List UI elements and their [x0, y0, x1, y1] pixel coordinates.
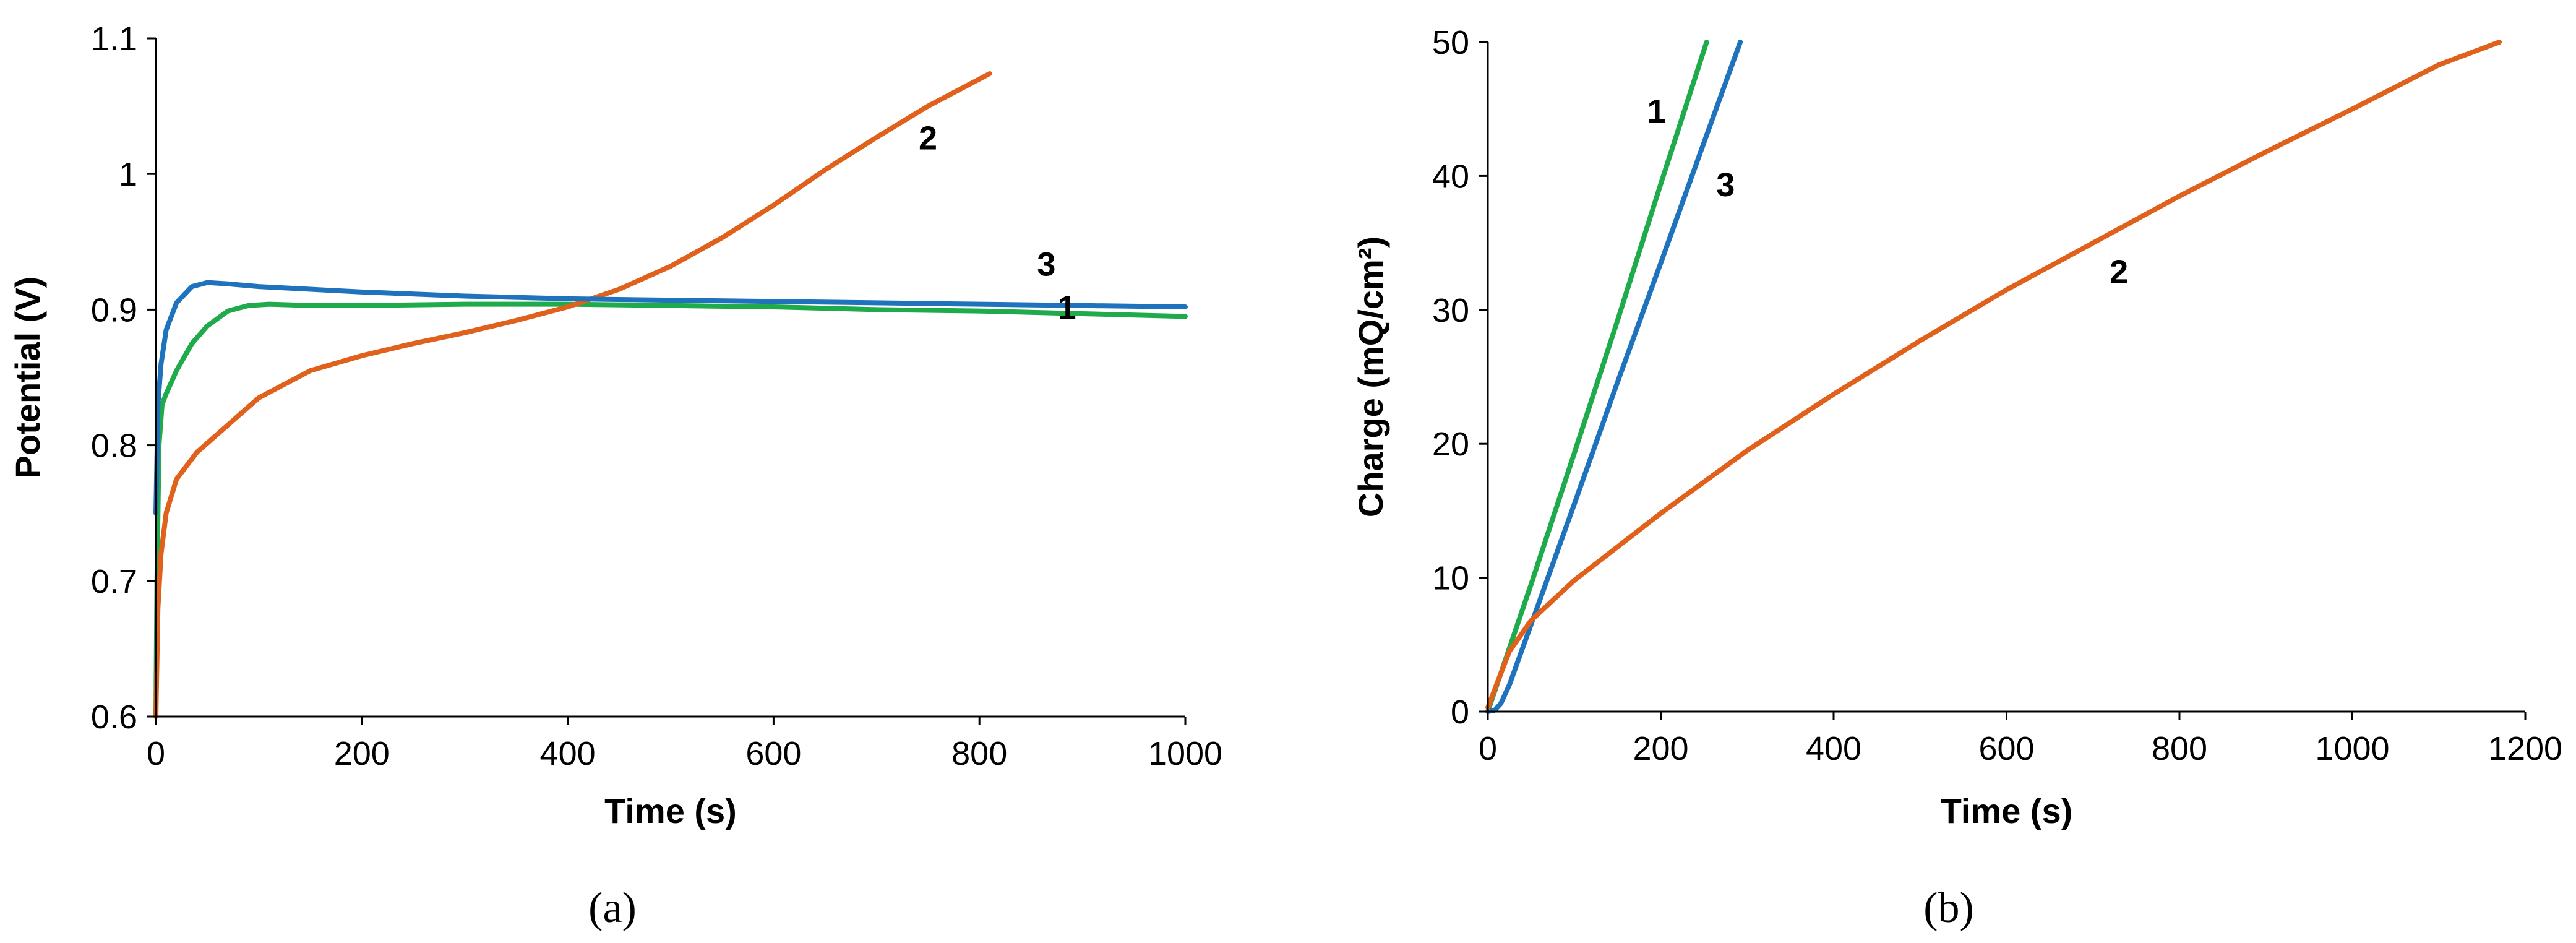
curve-label-1: 1: [1058, 290, 1076, 327]
y-axis-title: Potential (V): [8, 277, 47, 479]
y-axis-title: Charge (mQ/cm²): [1351, 236, 1390, 517]
x-axis-title: Time (s): [604, 791, 737, 830]
series-line-2: [153, 71, 992, 719]
series-line-3: [1485, 40, 1743, 714]
x-tick-label: 1200: [2488, 730, 2562, 767]
curve-label-2: 2: [2110, 254, 2128, 291]
x-tick-label: 1000: [2315, 730, 2389, 767]
y-tick-label: 10: [1432, 560, 1469, 597]
chart-charge-vs-time: 0 200 400 600 800 1000 1200 0 10 20 30 40 50 1 3 2 Tim…: [1351, 24, 2562, 932]
x-tick-label: 1000: [1148, 735, 1222, 772]
series-line-1: [153, 301, 1188, 719]
y-tick-label: 40: [1432, 158, 1469, 195]
y-tick-label: 1: [119, 156, 137, 193]
x-tick-label: 800: [951, 735, 1007, 772]
x-tick-label: 400: [1806, 730, 1861, 767]
x-tick-label: 400: [540, 735, 596, 772]
y-tick-label: 1.1: [91, 20, 137, 58]
series-line-1: [1485, 40, 1709, 714]
y-tick-label: 0.7: [91, 563, 137, 600]
x-tick-label: 0: [1479, 730, 1497, 767]
y-tick-label: 0.8: [91, 428, 137, 465]
x-tick-label: 600: [1978, 730, 2034, 767]
chart-potential-vs-time: 0 200 400 600 800 1000 0.6 0.7 0.8 0.9 1 1.1 1 2 3 Ti…: [8, 20, 1222, 932]
y-tick-label: 0: [1451, 694, 1469, 731]
x-tick-label: 200: [1633, 730, 1688, 767]
y-tick-label: 0.6: [91, 699, 137, 736]
y-tick-label: 20: [1432, 426, 1469, 463]
curve-label-1: 1: [1647, 93, 1665, 130]
curve-label-3: 3: [1716, 166, 1735, 204]
panel-label-b: (b): [1923, 884, 1974, 932]
curve-label-3: 3: [1037, 246, 1055, 283]
x-tick-label: 600: [745, 735, 801, 772]
y-tick-label: 30: [1432, 292, 1469, 329]
x-tick-label: 800: [2152, 730, 2207, 767]
series-line-2: [1485, 40, 2502, 710]
x-axis-title: Time (s): [1941, 791, 2073, 830]
x-tick-label: 0: [147, 735, 165, 772]
x-tick-label: 200: [334, 735, 390, 772]
y-tick-label: 50: [1432, 24, 1469, 61]
y-tick-label: 0.9: [91, 291, 137, 329]
curve-label-2: 2: [919, 120, 937, 157]
series-line-3: [153, 280, 1188, 516]
panel-label-a: (a): [588, 884, 637, 932]
